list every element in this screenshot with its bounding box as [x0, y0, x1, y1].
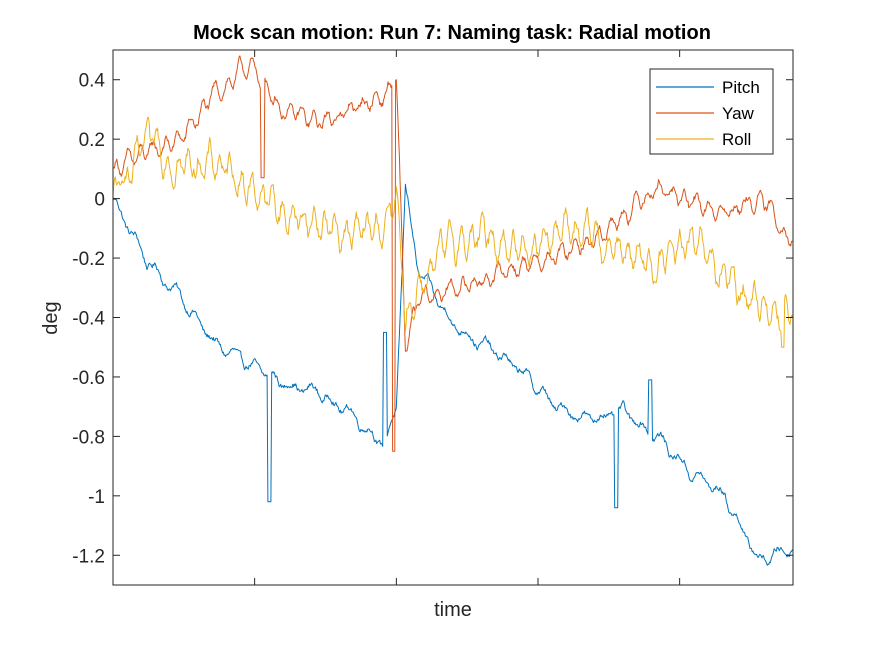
legend-label-yaw: Yaw: [722, 104, 755, 123]
y-tick-label: 0.2: [79, 130, 105, 151]
series-layer: [112, 55, 794, 566]
legend-label-pitch: Pitch: [722, 78, 760, 97]
y-axis-label: deg: [40, 301, 62, 334]
y-tick-label: -0.8: [72, 427, 105, 448]
series-line-roll: [112, 116, 794, 348]
legend-box: [649, 68, 774, 155]
legend-label-roll: Roll: [722, 130, 751, 149]
y-tick-label: 0: [94, 190, 105, 211]
y-tick-label: -1.2: [72, 546, 105, 567]
x-axis-label: time: [434, 599, 472, 621]
y-ticks: 0.4 0.2 0 -0.2 -0.4 -0.6 -0.8 -1 -1.2: [72, 71, 793, 567]
series-line-pitch: [112, 183, 794, 566]
y-tick-label: -0.4: [72, 309, 105, 330]
y-tick-label: 0.4: [79, 71, 106, 92]
x-ticks: [254, 50, 681, 585]
series-line-yaw: [112, 55, 794, 452]
y-tick-label: -0.6: [72, 368, 105, 389]
y-tick-label: -1: [88, 487, 105, 508]
legend: Pitch Yaw Roll: [649, 68, 774, 155]
y-tick-label: -0.2: [72, 249, 105, 270]
chart-title: Mock scan motion: Run 7: Naming task: Ra…: [193, 22, 711, 44]
